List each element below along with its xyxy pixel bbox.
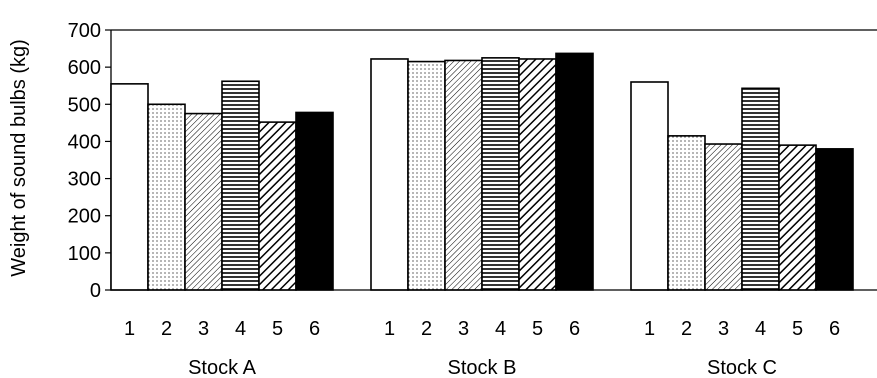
x-tick-label: 5 xyxy=(792,318,803,340)
bar-stock-a-1 xyxy=(110,83,149,291)
bar-stock-b-5 xyxy=(518,58,557,291)
x-tick-label: 5 xyxy=(272,318,283,340)
x-tick-label: 4 xyxy=(755,318,766,340)
y-tick-label: 600 xyxy=(68,57,101,79)
x-tick-label: 2 xyxy=(681,318,692,340)
group-label: Stock C xyxy=(707,357,777,378)
y-tick-label: 0 xyxy=(90,280,101,302)
x-tick-label: 6 xyxy=(569,318,580,340)
y-axis: 0 100 200 300 400 500 600 700 xyxy=(68,20,877,302)
y-tick-label: 300 xyxy=(68,169,101,191)
x-tick-label: 4 xyxy=(235,318,246,340)
x-axis: 1 2 3 4 5 6 Stock A 1 2 3 4 5 6 Stock B 1 2 3 4 5 6 Stock C xyxy=(111,289,877,378)
x-tick-label: 1 xyxy=(384,318,395,340)
bar-stock-c-6 xyxy=(815,148,854,291)
bar-stock-b-1 xyxy=(370,58,409,291)
bar-stock-c-5 xyxy=(778,144,817,291)
bar-stock-b-2 xyxy=(407,60,446,291)
y-tick-label: 500 xyxy=(68,94,101,116)
bar-stock-c-2 xyxy=(667,135,706,291)
bar-stock-a-2 xyxy=(147,103,186,291)
bar-stock-c-1 xyxy=(630,81,669,291)
y-tick-label: 700 xyxy=(68,20,101,42)
x-tick-label: 5 xyxy=(532,318,543,340)
group-label: Stock A xyxy=(188,357,256,378)
x-tick-label: 3 xyxy=(458,318,469,340)
bar-stock-a-3 xyxy=(184,112,223,291)
y-axis-label: Weight of sound bulbs (kg) xyxy=(8,39,30,277)
x-tick-label: 3 xyxy=(718,318,729,340)
bar-stock-a-5 xyxy=(258,121,297,291)
bar-stock-b-6 xyxy=(555,52,594,291)
x-tick-label: 3 xyxy=(198,318,209,340)
bar-stock-a-6 xyxy=(295,111,334,291)
y-tick-label: 200 xyxy=(68,206,101,228)
bar-stock-b-3 xyxy=(444,59,483,291)
bar-stock-c-3 xyxy=(704,143,743,291)
x-tick-label: 1 xyxy=(124,318,135,340)
bar-stock-c-4 xyxy=(741,87,780,291)
x-tick-label: 2 xyxy=(421,318,432,340)
x-tick-label: 1 xyxy=(644,318,655,340)
y-tick-label: 400 xyxy=(68,131,101,153)
bar-stock-b-4 xyxy=(481,57,520,291)
bars xyxy=(110,52,854,291)
x-tick-label: 2 xyxy=(161,318,172,340)
y-tick-label: 100 xyxy=(68,243,101,265)
x-tick-label: 6 xyxy=(829,318,840,340)
x-tick-label: 6 xyxy=(309,318,320,340)
group-label: Stock B xyxy=(448,357,517,378)
bar-stock-a-4 xyxy=(221,80,260,291)
x-tick-label: 4 xyxy=(495,318,506,340)
